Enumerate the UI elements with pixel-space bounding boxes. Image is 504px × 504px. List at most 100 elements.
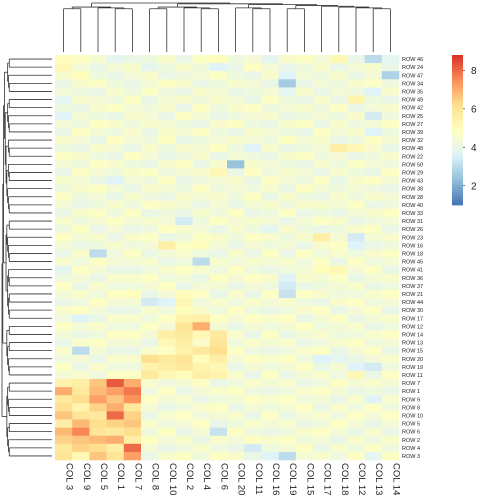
- heatmap-cell: [175, 306, 193, 315]
- heatmap-cell: [364, 370, 383, 380]
- heatmap-cell: [364, 395, 383, 404]
- heatmap-cell: [89, 322, 107, 331]
- heatmap-cell: [313, 217, 331, 226]
- heatmap-cell: [192, 273, 211, 283]
- heatmap-cell: [227, 411, 245, 420]
- heatmap-cell: [123, 411, 142, 420]
- heatmap-cell: [175, 419, 193, 428]
- heatmap-cell: [381, 136, 400, 145]
- heatmap-cell: [175, 225, 193, 234]
- heatmap-cell: [330, 273, 348, 283]
- heatmap-cell: [158, 265, 176, 274]
- heatmap-cell: [192, 298, 211, 307]
- heatmap-cell: [192, 314, 211, 323]
- heatmap-cell: [72, 403, 90, 412]
- heatmap-cell: [347, 144, 365, 153]
- heatmap-cell: [209, 136, 228, 145]
- heatmap-cell: [106, 160, 125, 169]
- row-label: ROW 17: [402, 316, 423, 322]
- heatmap-cell: [55, 411, 73, 420]
- heatmap-cell: [72, 225, 90, 234]
- heatmap-cell: [227, 144, 245, 153]
- heatmap-cell: [278, 184, 297, 193]
- heatmap-cell: [381, 403, 400, 412]
- heatmap-cell: [175, 71, 193, 80]
- heatmap-cell: [244, 111, 262, 121]
- heatmap-cell: [364, 289, 383, 299]
- heatmap-cell: [158, 257, 176, 266]
- heatmap-cell: [227, 160, 245, 169]
- heatmap-cell: [313, 233, 331, 242]
- heatmap-cell: [313, 176, 331, 185]
- heatmap-cell: [227, 225, 245, 234]
- heatmap-cell: [347, 71, 365, 80]
- heatmap-cell: [261, 71, 279, 80]
- heatmap-cell: [295, 298, 314, 307]
- heatmap-cell: [330, 387, 348, 396]
- heatmap-cell: [192, 443, 211, 453]
- heatmap-cell: [330, 370, 348, 380]
- heatmap-cell: [364, 443, 383, 453]
- heatmap-cell: [123, 136, 142, 145]
- heatmap-cell: [175, 119, 193, 129]
- heatmap-cell: [192, 152, 211, 161]
- heatmap-cell: [261, 354, 279, 364]
- heatmap-cell: [192, 257, 211, 266]
- heatmap-cell: [192, 387, 211, 396]
- heatmap-cell: [72, 160, 90, 169]
- heatmap-cell: [278, 403, 297, 412]
- heatmap-cell: [106, 184, 125, 193]
- heatmap-cell: [295, 160, 314, 169]
- heatmap-cell: [278, 192, 297, 202]
- heatmap-cell: [330, 144, 348, 153]
- heatmap-cell: [278, 55, 297, 64]
- heatmap-cell: [364, 249, 383, 258]
- heatmap-cell: [123, 249, 142, 258]
- heatmap-cell: [192, 379, 211, 388]
- heatmap-cell: [55, 273, 73, 283]
- heatmap-cell: [295, 225, 314, 234]
- heatmap-cell: [72, 168, 90, 177]
- heatmap-cell: [89, 427, 107, 436]
- heatmap-cell: [313, 257, 331, 266]
- heatmap-cell: [244, 200, 262, 210]
- heatmap-cell: [141, 200, 159, 210]
- heatmap-cell: [313, 370, 331, 380]
- column-label: COL 15: [304, 463, 315, 495]
- heatmap-cell: [244, 403, 262, 412]
- heatmap-cell: [192, 87, 211, 96]
- heatmap-cell: [278, 119, 297, 129]
- heatmap-cell: [89, 55, 107, 64]
- heatmap-cell: [244, 411, 262, 420]
- heatmap-cell: [89, 314, 107, 323]
- heatmap-cell: [244, 281, 262, 291]
- column-label: COL 8: [150, 463, 161, 490]
- heatmap-cell: [192, 225, 211, 234]
- heatmap-cell: [192, 233, 211, 242]
- heatmap-cell: [89, 127, 107, 137]
- heatmap-cell: [89, 95, 107, 104]
- heatmap-cell: [89, 330, 107, 339]
- heatmap-cell: [209, 403, 228, 412]
- heatmap-cell: [278, 322, 297, 331]
- heatmap-cell: [227, 87, 245, 96]
- heatmap-cell: [192, 427, 211, 436]
- heatmap-cell: [106, 95, 125, 104]
- heatmap-cell: [347, 63, 365, 72]
- heatmap-cell: [175, 370, 193, 380]
- heatmap-cell: [364, 338, 383, 347]
- colorbar-segment: [452, 185, 463, 188]
- heatmap-cell: [381, 95, 400, 104]
- row-label: ROW 16: [402, 243, 423, 249]
- heatmap-cell: [72, 257, 90, 266]
- heatmap-cell: [209, 152, 228, 161]
- heatmap-cell: [209, 103, 228, 112]
- heatmap-cell: [123, 330, 142, 339]
- heatmap-cell: [192, 208, 211, 218]
- column-label: COL 14: [390, 463, 401, 495]
- heatmap-cell: [278, 419, 297, 428]
- heatmap-cell: [313, 411, 331, 420]
- heatmap-cell: [261, 233, 279, 242]
- heatmap-cell: [55, 71, 73, 80]
- heatmap-cell: [89, 168, 107, 177]
